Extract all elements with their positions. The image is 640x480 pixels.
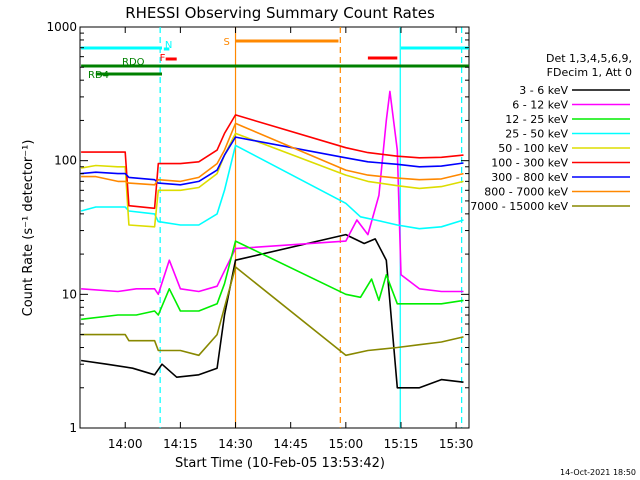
series-line-4 bbox=[80, 132, 464, 228]
x-tick-label-4: 15:00 bbox=[329, 437, 364, 451]
legend-label-0: 3 - 6 keV bbox=[519, 84, 568, 97]
series-lines bbox=[80, 90, 464, 389]
y-tick-label-3: 1000 bbox=[46, 20, 77, 34]
x-tick-label-2: 14:30 bbox=[218, 437, 253, 451]
legend-label-8: 7000 - 15000 keV bbox=[470, 200, 568, 213]
status-bar-label-7: RD4 bbox=[88, 70, 109, 81]
x-tick-label-5: 15:15 bbox=[384, 437, 419, 451]
legend-label-3: 25 - 50 keV bbox=[505, 128, 568, 141]
plot-area: NF S RDO RD4 bbox=[79, 26, 470, 429]
y-tick-label-1: 10 bbox=[62, 287, 77, 301]
series-line-0 bbox=[80, 233, 464, 389]
legend-label-7: 800 - 7000 keV bbox=[484, 186, 568, 199]
x-tick-label-6: 15:30 bbox=[439, 437, 474, 451]
legend-label-4: 50 - 100 keV bbox=[498, 142, 568, 155]
legend-label-2: 12 - 25 keV bbox=[505, 113, 568, 126]
status-bars: NF S RDO RD4 bbox=[81, 37, 469, 81]
x-axis: 14:00 14:15 14:30 14:45 15:00 15:15 15:30 bbox=[108, 27, 474, 451]
series-line-1 bbox=[81, 90, 464, 296]
legend-header-2: FDecim 1, Att 0 bbox=[547, 66, 632, 79]
legend-header-1: Det 1,3,4,5,6,9, bbox=[546, 52, 632, 65]
y-axis-label: Count Rate (s⁻¹ detector⁻¹) bbox=[21, 140, 36, 317]
legend-label-5: 100 - 300 keV bbox=[491, 157, 568, 170]
series-line-5 bbox=[81, 114, 464, 210]
plot-frame bbox=[79, 26, 470, 429]
series-line-7 bbox=[81, 122, 464, 186]
legend-label-1: 6 - 12 keV bbox=[512, 99, 568, 112]
series-line-2 bbox=[81, 240, 464, 321]
legend-label-6: 300 - 800 keV bbox=[491, 171, 568, 184]
x-axis-label: Start Time (10-Feb-05 13:53:42) bbox=[175, 456, 385, 471]
x-tick-label-3: 14:45 bbox=[273, 437, 308, 451]
series-line-6 bbox=[81, 136, 464, 186]
series-line-8 bbox=[81, 266, 464, 357]
y-tick-label-2: 100 bbox=[54, 154, 77, 168]
y-tick-label-0: 1 bbox=[69, 421, 77, 435]
legend: Det 1,3,4,5,6,9, FDecim 1, Att 0 3 - 6 k… bbox=[470, 52, 632, 213]
status-bar-label-2: N bbox=[165, 40, 172, 51]
x-tick-label-1: 14:15 bbox=[163, 437, 198, 451]
status-bar-label-6: RDO bbox=[122, 57, 145, 68]
status-bar-label-4: S bbox=[224, 37, 230, 48]
timestamp: 14-Oct-2021 18:50 bbox=[560, 468, 636, 477]
series-line-3 bbox=[80, 144, 464, 230]
x-tick-label-0: 14:00 bbox=[108, 437, 143, 451]
status-bar-label-3: F bbox=[160, 53, 166, 64]
y-axis: 1 10 100 1000 bbox=[46, 20, 469, 435]
chart-title: RHESSI Observing Summary Count Rates bbox=[125, 4, 435, 22]
